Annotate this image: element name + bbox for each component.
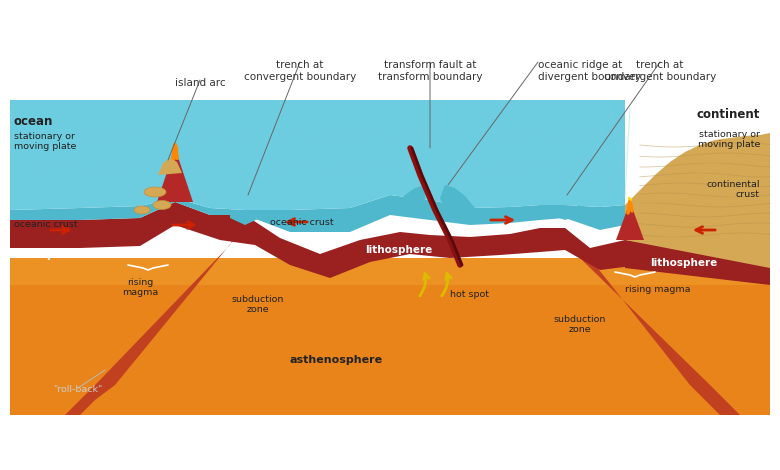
Polygon shape [440, 185, 475, 215]
Polygon shape [625, 240, 770, 285]
Polygon shape [10, 258, 770, 415]
Polygon shape [616, 205, 644, 240]
Text: lithosphere: lithosphere [365, 245, 432, 255]
Polygon shape [390, 185, 425, 215]
Text: island arc: island arc [175, 78, 225, 88]
Text: stationary or
moving plate: stationary or moving plate [697, 130, 760, 149]
Text: continent: continent [697, 108, 760, 121]
Text: rising
magma: rising magma [122, 278, 158, 298]
Text: subduction
zone: subduction zone [232, 295, 284, 314]
Text: stationary or
moving plate: stationary or moving plate [14, 132, 76, 151]
Text: lithosphere: lithosphere [650, 258, 718, 268]
Polygon shape [10, 195, 625, 232]
Text: lithosphere: lithosphere [14, 250, 81, 260]
Ellipse shape [153, 201, 171, 210]
Ellipse shape [144, 187, 166, 197]
Text: oceanic crust: oceanic crust [14, 220, 78, 229]
Text: oceanic ridge at
divergent boundary: oceanic ridge at divergent boundary [538, 60, 641, 82]
Text: trench at
convergent boundary: trench at convergent boundary [244, 60, 356, 82]
Text: oceanic crust: oceanic crust [270, 218, 334, 227]
Polygon shape [0, 0, 780, 92]
Polygon shape [158, 158, 182, 175]
Text: ocean: ocean [14, 115, 53, 128]
Text: subduction
zone: subduction zone [554, 315, 606, 334]
Polygon shape [157, 155, 193, 202]
Polygon shape [230, 210, 260, 225]
Text: hot spot: hot spot [450, 290, 489, 299]
Text: asthenosphere: asthenosphere [290, 355, 383, 365]
Polygon shape [0, 415, 780, 470]
Polygon shape [65, 215, 250, 415]
Polygon shape [10, 202, 770, 278]
Polygon shape [550, 205, 580, 220]
Ellipse shape [134, 206, 150, 214]
Polygon shape [10, 258, 770, 285]
Text: continental
crust: continental crust [707, 180, 760, 199]
Polygon shape [10, 100, 625, 210]
Polygon shape [565, 228, 740, 415]
Text: rising magma: rising magma [625, 285, 690, 294]
Text: trench at
convergent boundary: trench at convergent boundary [604, 60, 716, 82]
Polygon shape [625, 133, 770, 268]
Text: transform fault at
transform boundary: transform fault at transform boundary [378, 60, 482, 82]
Text: "roll-back": "roll-back" [53, 385, 103, 394]
